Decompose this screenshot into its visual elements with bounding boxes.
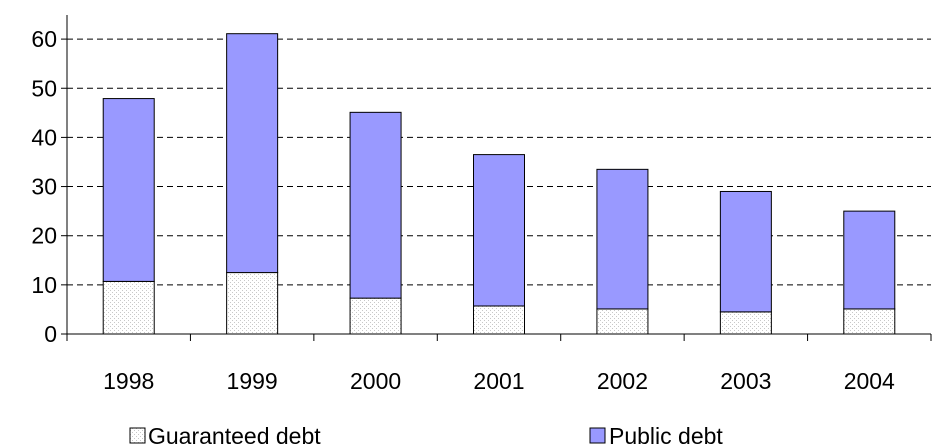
x-tick-label: 2003: [720, 368, 771, 394]
x-tick-label: 1998: [103, 368, 154, 394]
bars: [102, 33, 896, 335]
y-tick-label: 60: [31, 26, 57, 52]
bar-guaranteed-2002: [596, 308, 649, 335]
bar-public-1998: [102, 98, 155, 282]
bar-public-1999: [226, 33, 279, 274]
bar-public-2003: [719, 190, 772, 313]
x-tick-label: 2002: [597, 368, 648, 394]
bar-guaranteed-2001: [473, 305, 525, 335]
legend-swatch-public: [589, 427, 606, 444]
bar-guaranteed-1999: [226, 272, 279, 335]
y-tick-label: 50: [31, 75, 57, 101]
bar-guaranteed-2004: [843, 308, 896, 335]
bar-guaranteed-2000: [349, 297, 402, 335]
axes: 0 10 20 30 40 50 60 1998 1999 2000 2001 2002 2003 200…: [31, 15, 932, 394]
bar-public-2001: [473, 154, 525, 307]
y-tick-label: 10: [31, 272, 57, 298]
legend-item-guaranteed: Guaranteed debt: [129, 423, 321, 446]
legend-item-public: Public debt: [589, 423, 723, 446]
y-tick-label: 40: [31, 124, 57, 150]
bar-guaranteed-2003: [719, 311, 772, 335]
x-tick-label: 2004: [844, 368, 895, 394]
bar-public-2002: [596, 168, 649, 310]
y-tick-label: 0: [44, 321, 57, 347]
bar-public-2004: [843, 210, 896, 310]
bar-guaranteed-1998: [102, 280, 155, 335]
legend-label-guaranteed: Guaranteed debt: [148, 423, 321, 446]
legend: Guaranteed debt Public debt: [129, 423, 723, 446]
legend-label-public: Public debt: [609, 423, 723, 446]
x-tick-label: 2000: [350, 368, 401, 394]
legend-swatch-guaranteed: [129, 427, 146, 444]
y-tick-label: 30: [31, 174, 57, 200]
y-tick-label: 20: [31, 223, 57, 249]
x-tick-label: 2001: [473, 368, 524, 394]
bar-public-2000: [349, 111, 402, 299]
x-tick-label: 1999: [227, 368, 278, 394]
